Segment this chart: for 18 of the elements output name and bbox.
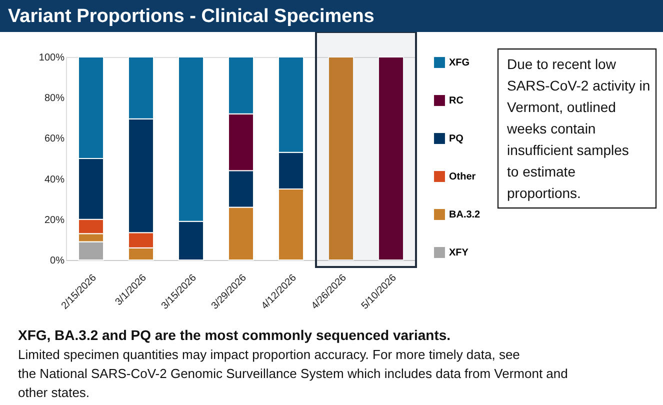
legend-label: XFY [449,248,469,258]
bar [378,56,404,260]
text: Limited specimen quantities may impact proportion accuracy. For more timely data, see the National SARS-CoV-2 Genomic Surveillance System which includes data from Vermont and other states. [18,347,568,400]
legend-label: XFG [449,58,470,68]
legend-label: RC [449,96,464,106]
text: XFG, BA.3.2 and PQ are the most commonly sequenced variants. [18,327,451,343]
legend-label: BA.3.2 [449,210,481,220]
y-tick-label: 20% [44,214,65,226]
text: Due to recent low SARS-CoV-2 activity in Vermont, outlined weeks contain insufficient samples to estimate proportions. [506,56,650,201]
legend-label: Other [449,172,476,182]
chart-title: Variant Proportions - Clinical Specimens [8,6,374,27]
y-tick-label: 100% [38,52,65,64]
bar [328,56,354,260]
legend-label: PQ [449,134,464,144]
y-tick-label: 80% [44,93,65,104]
y-tick-label: 0% [50,256,65,266]
y-tick-label: 60% [44,134,65,145]
y-tick-label: 40% [44,174,65,186]
